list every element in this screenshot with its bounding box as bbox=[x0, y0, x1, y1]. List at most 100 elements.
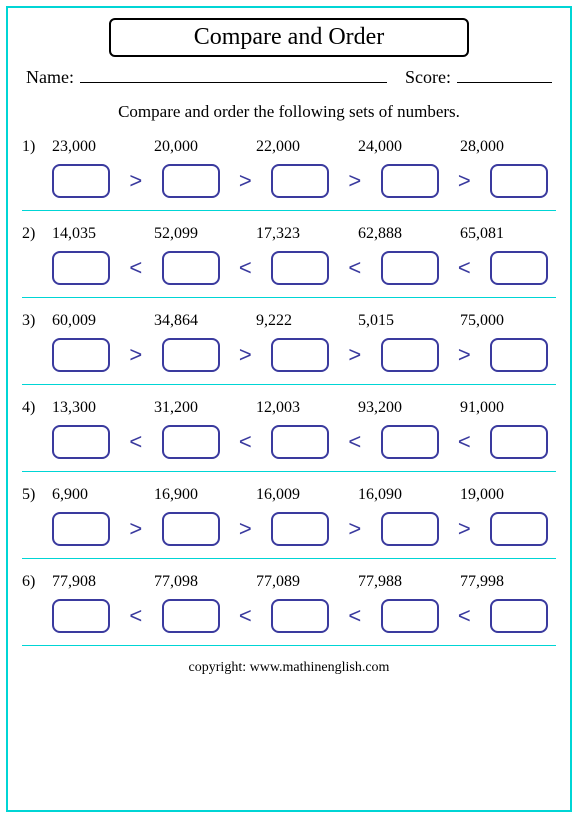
number-value: 12,003 bbox=[256, 399, 344, 417]
comparison-operator: > bbox=[329, 516, 381, 542]
answer-box[interactable] bbox=[381, 599, 439, 633]
name-input-line[interactable] bbox=[80, 65, 387, 83]
number-value: 16,009 bbox=[256, 486, 344, 504]
numbers-list: 14,03552,09917,32362,88865,081 bbox=[52, 225, 556, 243]
problem-row: 2)14,03552,09917,32362,88865,081<<<< bbox=[22, 225, 556, 285]
comparison-operator: < bbox=[110, 255, 162, 281]
comparison-operator: > bbox=[439, 516, 491, 542]
problem-numbers-row: 6)77,90877,09877,08977,98877,998 bbox=[22, 573, 556, 591]
number-value: 13,300 bbox=[52, 399, 140, 417]
instruction-text: Compare and order the following sets of … bbox=[20, 102, 558, 122]
answer-box[interactable] bbox=[490, 512, 548, 546]
separator-line bbox=[22, 297, 556, 298]
comparison-operator: > bbox=[220, 516, 272, 542]
answer-box[interactable] bbox=[52, 512, 110, 546]
comparison-operator: > bbox=[220, 342, 272, 368]
problem-numbers-row: 4)13,30031,20012,00393,20091,000 bbox=[22, 399, 556, 417]
comparison-operator: < bbox=[329, 255, 381, 281]
answer-box[interactable] bbox=[271, 512, 329, 546]
answer-box[interactable] bbox=[490, 338, 548, 372]
problem-number: 5) bbox=[22, 486, 52, 504]
answer-box[interactable] bbox=[490, 425, 548, 459]
comparison-operator: > bbox=[329, 342, 381, 368]
comparison-operator: > bbox=[439, 342, 491, 368]
separator-line bbox=[22, 210, 556, 211]
problem-numbers-row: 5)6,90016,90016,00916,09019,000 bbox=[22, 486, 556, 504]
comparison-operator: < bbox=[220, 255, 272, 281]
comparison-operator: < bbox=[439, 603, 491, 629]
number-value: 19,000 bbox=[460, 486, 548, 504]
number-value: 14,035 bbox=[52, 225, 140, 243]
problem-number: 2) bbox=[22, 225, 52, 243]
answer-box[interactable] bbox=[271, 164, 329, 198]
problem-row: 1)23,00020,00022,00024,00028,000>>>> bbox=[22, 138, 556, 198]
answer-boxes-row: > > > > bbox=[22, 338, 556, 372]
answer-box[interactable] bbox=[381, 512, 439, 546]
numbers-list: 23,00020,00022,00024,00028,000 bbox=[52, 138, 556, 156]
comparison-operator: > bbox=[329, 168, 381, 194]
answer-box[interactable] bbox=[52, 164, 110, 198]
numbers-list: 6,90016,90016,00916,09019,000 bbox=[52, 486, 556, 504]
separator-line bbox=[22, 384, 556, 385]
title-box: Compare and Order bbox=[109, 18, 469, 57]
number-value: 34,864 bbox=[154, 312, 242, 330]
problem-row: 6)77,90877,09877,08977,98877,998<<<< bbox=[22, 573, 556, 633]
number-value: 28,000 bbox=[460, 138, 548, 156]
answer-box[interactable] bbox=[490, 599, 548, 633]
comparison-operator: > bbox=[220, 168, 272, 194]
answer-box[interactable] bbox=[381, 164, 439, 198]
answer-box[interactable] bbox=[52, 251, 110, 285]
answer-box[interactable] bbox=[490, 164, 548, 198]
answer-box[interactable] bbox=[162, 512, 220, 546]
answer-box[interactable] bbox=[381, 338, 439, 372]
copyright-text: copyright: www.mathinenglish.com bbox=[20, 660, 558, 676]
page-title: Compare and Order bbox=[194, 24, 385, 50]
number-value: 62,888 bbox=[358, 225, 446, 243]
comparison-operator: < bbox=[439, 255, 491, 281]
answer-boxes-row: >>>> bbox=[22, 164, 556, 198]
comparison-operator: < bbox=[110, 429, 162, 455]
answer-boxes-row: >>>> bbox=[22, 512, 556, 546]
numbers-list: 77,90877,09877,08977,98877,998 bbox=[52, 573, 556, 591]
separator-line bbox=[22, 645, 556, 646]
problem-numbers-row: 1)23,00020,00022,00024,00028,000 bbox=[22, 138, 556, 156]
number-value: 20,000 bbox=[154, 138, 242, 156]
comparison-operator: < bbox=[220, 429, 272, 455]
answer-boxes-row: < < < < bbox=[22, 251, 556, 285]
answer-box[interactable] bbox=[162, 164, 220, 198]
number-value: 16,090 bbox=[358, 486, 446, 504]
comparison-operator: > bbox=[110, 168, 162, 194]
answer-boxes-row: <<<< bbox=[22, 425, 556, 459]
answer-box[interactable] bbox=[162, 251, 220, 285]
problem-row: 3)60,00934,8649,2225,01575,000>>>> bbox=[22, 312, 556, 372]
numbers-list: 13,30031,20012,00393,20091,000 bbox=[52, 399, 556, 417]
number-value: 75,000 bbox=[460, 312, 548, 330]
comparison-operator: > bbox=[110, 342, 162, 368]
answer-box[interactable] bbox=[271, 251, 329, 285]
number-value: 77,098 bbox=[154, 573, 242, 591]
number-value: 65,081 bbox=[460, 225, 548, 243]
answer-box[interactable] bbox=[162, 599, 220, 633]
answer-box[interactable] bbox=[381, 251, 439, 285]
answer-box[interactable] bbox=[490, 251, 548, 285]
answer-box[interactable] bbox=[271, 338, 329, 372]
answer-box[interactable] bbox=[271, 425, 329, 459]
number-value: 77,908 bbox=[52, 573, 140, 591]
answer-box[interactable] bbox=[162, 425, 220, 459]
number-value: 5,015 bbox=[358, 312, 446, 330]
answer-box[interactable] bbox=[52, 425, 110, 459]
number-value: 77,089 bbox=[256, 573, 344, 591]
score-input-line[interactable] bbox=[457, 65, 552, 83]
number-value: 22,000 bbox=[256, 138, 344, 156]
answer-box[interactable] bbox=[162, 338, 220, 372]
number-value: 52,099 bbox=[154, 225, 242, 243]
answer-box[interactable] bbox=[52, 599, 110, 633]
answer-box[interactable] bbox=[52, 338, 110, 372]
answer-box[interactable] bbox=[271, 599, 329, 633]
answer-box[interactable] bbox=[381, 425, 439, 459]
problem-number: 3) bbox=[22, 312, 52, 330]
number-value: 93,200 bbox=[358, 399, 446, 417]
problem-row: 4)13,30031,20012,00393,20091,000<<<< bbox=[22, 399, 556, 459]
comparison-operator: < bbox=[329, 603, 381, 629]
number-value: 6,900 bbox=[52, 486, 140, 504]
